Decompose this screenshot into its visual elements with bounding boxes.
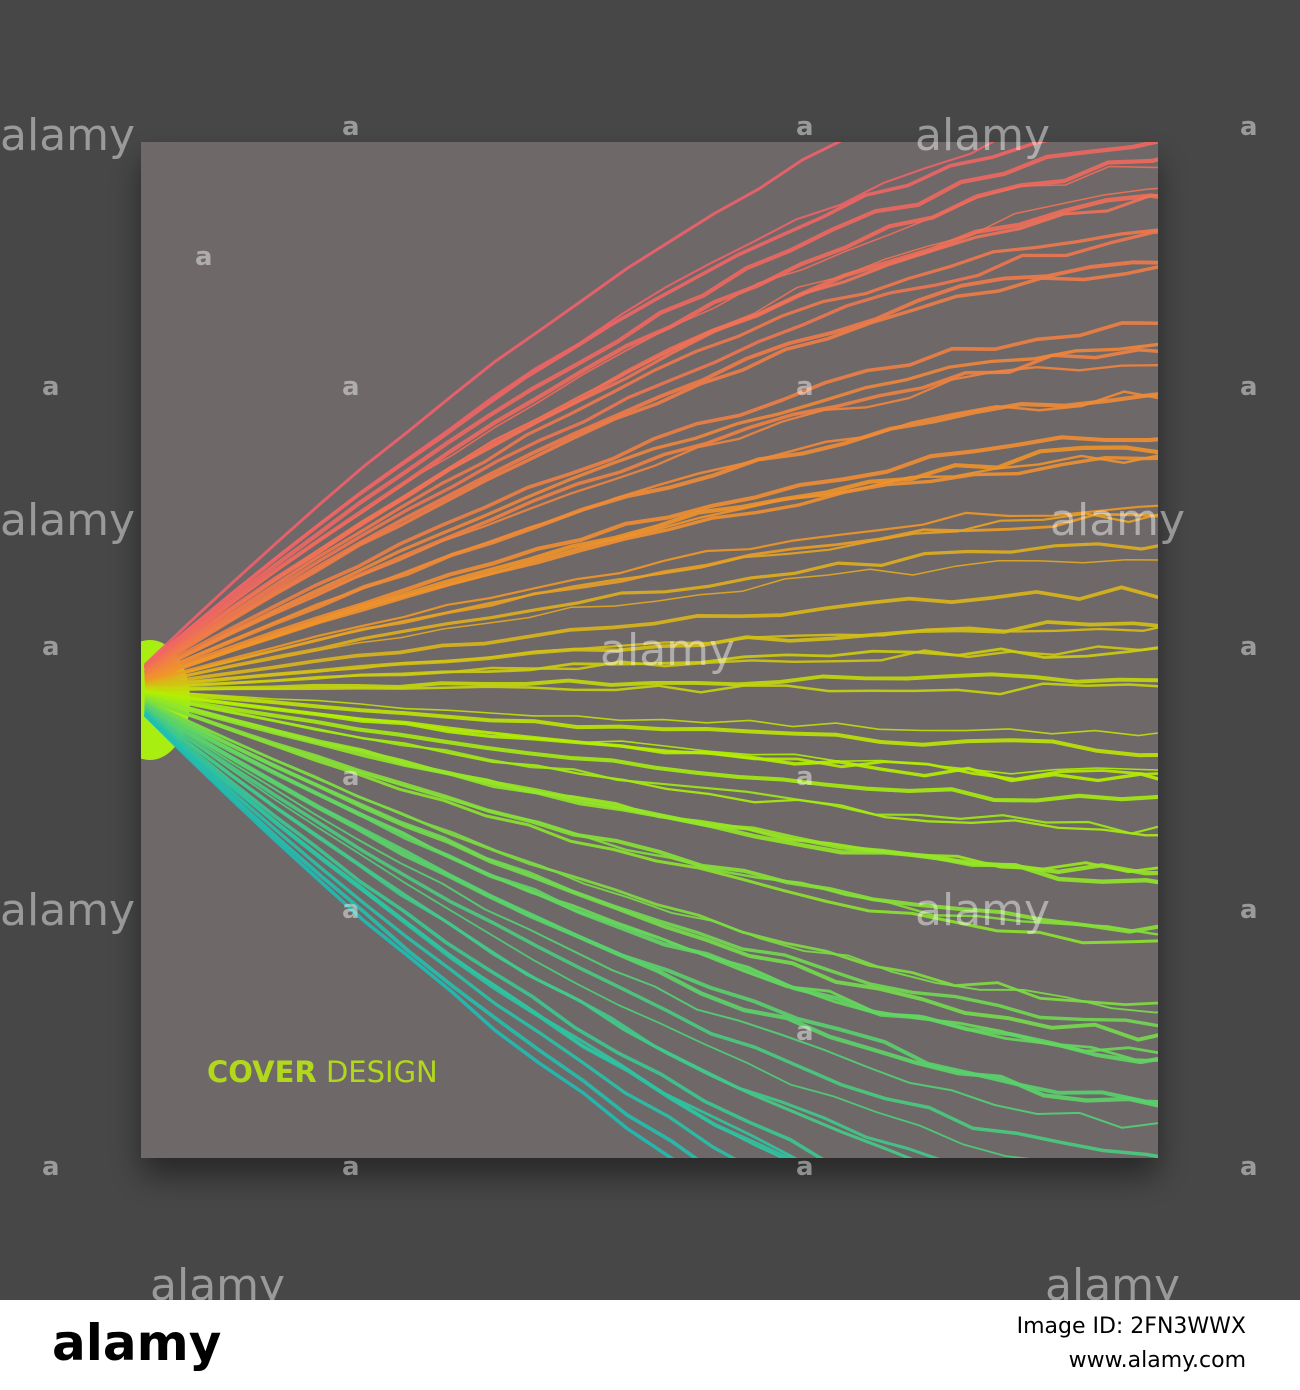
strand [145, 682, 1158, 696]
strand [144, 694, 1158, 835]
strand [144, 585, 1158, 688]
strand [144, 707, 1158, 1158]
watermark-mark: a [796, 112, 814, 142]
watermark-mark: a [796, 1152, 814, 1182]
footer-brand: alamy [52, 1314, 221, 1372]
watermark: alamy [915, 110, 1050, 161]
watermark: alamy [915, 885, 1050, 936]
watermark-mark: a [1240, 895, 1258, 925]
strand [143, 142, 843, 667]
footer-url: www.alamy.com [1069, 1348, 1246, 1373]
strand [143, 709, 824, 1158]
cover-title-bold: COVER [207, 1055, 317, 1089]
strand [144, 707, 1031, 1158]
strand [144, 692, 1158, 803]
strand [144, 698, 1158, 936]
strand [144, 342, 1158, 679]
watermark-mark: a [342, 1152, 360, 1182]
strand [144, 265, 1158, 676]
strand [144, 706, 1158, 1129]
strand [144, 165, 1158, 670]
strand [144, 703, 1158, 1065]
strand [144, 512, 1158, 685]
watermark: alamy [0, 110, 135, 161]
watermark-mark: a [342, 895, 360, 925]
strand [144, 700, 1158, 1014]
strand [144, 542, 1158, 687]
watermark-mark: a [42, 372, 60, 402]
watermark: alamy [0, 495, 135, 546]
strand [144, 697, 1158, 934]
strand [144, 689, 1158, 737]
strand [144, 348, 1158, 677]
strand [144, 695, 1158, 885]
strand [144, 692, 1158, 775]
watermark: alamy [0, 885, 135, 936]
strand [144, 228, 1158, 674]
strand [144, 689, 1158, 758]
watermark-mark: a [1240, 632, 1258, 662]
watermark-mark: a [796, 372, 814, 402]
strand [144, 364, 1158, 677]
watermark-mark: a [1240, 112, 1258, 142]
watermark: alamy [600, 625, 735, 676]
strand [143, 704, 1158, 1104]
watermark-mark: a [1240, 372, 1258, 402]
footer [0, 1300, 1300, 1390]
strand [144, 445, 1158, 683]
strand [143, 142, 1049, 668]
watermark-mark: a [342, 762, 360, 792]
image-id: Image ID: 2FN3WWX [1017, 1314, 1246, 1339]
watermark-mark: a [1240, 1152, 1258, 1182]
watermark-mark: a [796, 1017, 814, 1047]
cover-title: COVER DESIGN [207, 1055, 438, 1089]
strand [144, 690, 1158, 783]
strand [144, 699, 1158, 1006]
cover-title-light: DESIGN [326, 1055, 438, 1089]
strand [143, 260, 1158, 675]
watermark-mark: a [796, 762, 814, 792]
strand [144, 321, 1158, 676]
strand [144, 390, 1158, 679]
watermark-mark: a [195, 242, 213, 272]
strand [143, 711, 793, 1158]
strand [144, 672, 1158, 692]
strand [144, 646, 1158, 690]
strand [144, 701, 1158, 1028]
watermark-mark: a [342, 372, 360, 402]
strand [143, 712, 737, 1158]
strand [143, 713, 675, 1158]
strand [143, 142, 1158, 669]
strand [144, 620, 1158, 689]
watermark-mark: a [42, 632, 60, 662]
watermark-mark: a [342, 112, 360, 142]
watermark: alamy [1050, 495, 1185, 546]
strand [144, 435, 1158, 681]
strand [144, 230, 1158, 673]
strand [144, 193, 1158, 672]
strand [144, 187, 1158, 672]
strand [143, 712, 699, 1158]
strand [144, 504, 1158, 683]
strand [144, 696, 1158, 945]
watermark-mark: a [42, 1152, 60, 1182]
line-art [141, 142, 1158, 1158]
strand [144, 708, 940, 1158]
strand [144, 392, 1158, 680]
